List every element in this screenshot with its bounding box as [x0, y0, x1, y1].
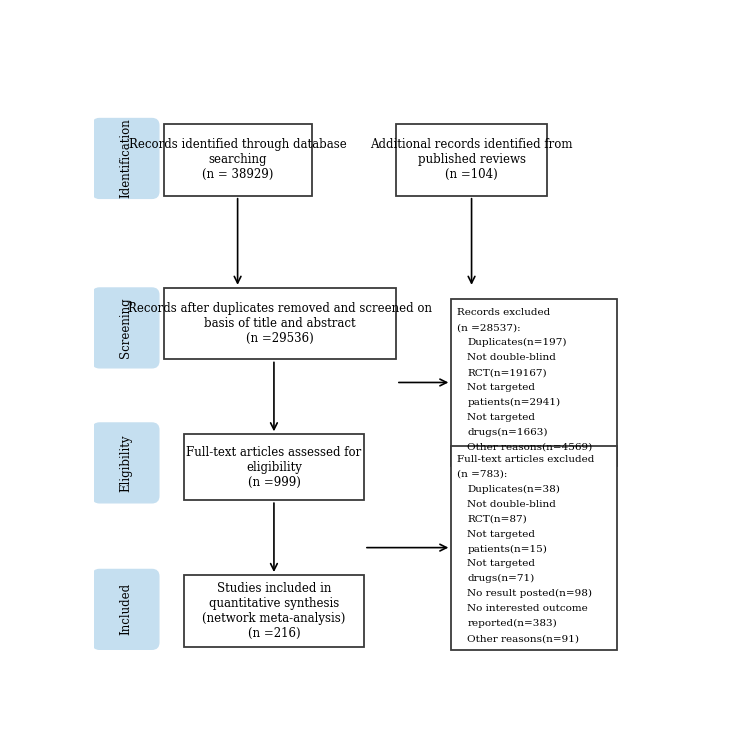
Text: Included: Included: [119, 583, 132, 636]
Text: Other reasons(n=91): Other reasons(n=91): [467, 634, 580, 643]
Text: Records after duplicates removed and screened on
basis of title and abstract
(n : Records after duplicates removed and scr…: [128, 302, 432, 345]
Text: Additional records identified from
published reviews
(n =104): Additional records identified from publi…: [370, 139, 573, 181]
Text: Duplicates(n=197): Duplicates(n=197): [467, 338, 567, 348]
Text: Not targeted: Not targeted: [467, 413, 536, 422]
Text: Studies included in
quantitative synthesis
(network meta-analysis)
(n =216): Studies included in quantitative synthes…: [202, 582, 346, 640]
Text: drugs(n=1663): drugs(n=1663): [467, 428, 548, 437]
Text: Not double-blind: Not double-blind: [467, 500, 556, 509]
FancyBboxPatch shape: [396, 124, 547, 195]
Text: Other reasons(n=4569): Other reasons(n=4569): [467, 443, 592, 452]
Text: Eligibility: Eligibility: [119, 434, 132, 492]
FancyBboxPatch shape: [92, 423, 159, 503]
Text: Duplicates(n=38): Duplicates(n=38): [467, 485, 560, 494]
Text: Identification: Identification: [119, 119, 132, 198]
Text: reported(n=383): reported(n=383): [467, 619, 557, 628]
Text: patients(n=15): patients(n=15): [467, 545, 548, 554]
FancyBboxPatch shape: [184, 434, 364, 501]
FancyBboxPatch shape: [452, 299, 616, 466]
Text: patients(n=2941): patients(n=2941): [467, 398, 560, 407]
Text: No interested outcome: No interested outcome: [467, 604, 588, 613]
FancyBboxPatch shape: [164, 288, 396, 360]
Text: No result posted(n=98): No result posted(n=98): [467, 589, 592, 598]
Text: Screening: Screening: [119, 298, 132, 358]
FancyBboxPatch shape: [164, 124, 312, 195]
FancyBboxPatch shape: [92, 569, 159, 649]
Text: (n =783):: (n =783):: [457, 470, 508, 479]
Text: Not targeted: Not targeted: [467, 530, 536, 539]
Text: Records identified through database
searching
(n = 38929): Records identified through database sear…: [129, 139, 346, 181]
Text: drugs(n=71): drugs(n=71): [467, 574, 535, 583]
Text: Full-text articles excluded: Full-text articles excluded: [457, 455, 595, 464]
FancyBboxPatch shape: [452, 445, 616, 650]
Text: Not targeted: Not targeted: [467, 560, 536, 568]
Text: RCT(n=19167): RCT(n=19167): [467, 368, 547, 377]
Text: Records excluded: Records excluded: [457, 308, 550, 317]
FancyBboxPatch shape: [92, 119, 159, 198]
Text: Not double-blind: Not double-blind: [467, 353, 556, 362]
FancyBboxPatch shape: [92, 288, 159, 368]
Text: (n =28537):: (n =28537):: [457, 323, 520, 332]
Text: Not targeted: Not targeted: [467, 383, 536, 392]
FancyBboxPatch shape: [184, 575, 364, 647]
Text: RCT(n=87): RCT(n=87): [467, 515, 527, 524]
Text: Full-text articles assessed for
eligibility
(n =999): Full-text articles assessed for eligibil…: [186, 445, 362, 489]
